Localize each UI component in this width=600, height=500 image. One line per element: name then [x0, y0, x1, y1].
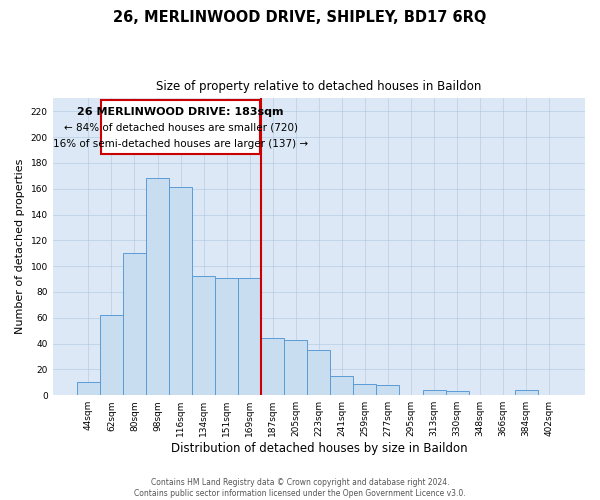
Bar — [422, 390, 446, 395]
Bar — [376, 385, 400, 395]
FancyBboxPatch shape — [101, 100, 260, 154]
Bar — [215, 278, 238, 395]
Bar — [100, 315, 123, 395]
Bar — [238, 278, 261, 395]
Bar — [353, 384, 376, 395]
X-axis label: Distribution of detached houses by size in Baildon: Distribution of detached houses by size … — [170, 442, 467, 455]
Text: ← 84% of detached houses are smaller (720): ← 84% of detached houses are smaller (72… — [64, 123, 298, 133]
Bar — [261, 338, 284, 395]
Text: 26 MERLINWOOD DRIVE: 183sqm: 26 MERLINWOOD DRIVE: 183sqm — [77, 106, 284, 117]
Bar — [192, 276, 215, 395]
Bar — [284, 340, 307, 395]
Bar — [331, 376, 353, 395]
Title: Size of property relative to detached houses in Baildon: Size of property relative to detached ho… — [156, 80, 482, 93]
Bar — [123, 253, 146, 395]
Bar — [307, 350, 331, 395]
Text: 16% of semi-detached houses are larger (137) →: 16% of semi-detached houses are larger (… — [53, 139, 308, 149]
Text: Contains HM Land Registry data © Crown copyright and database right 2024.
Contai: Contains HM Land Registry data © Crown c… — [134, 478, 466, 498]
Bar — [515, 390, 538, 395]
Bar — [169, 188, 192, 395]
Bar — [446, 392, 469, 395]
Text: 26, MERLINWOOD DRIVE, SHIPLEY, BD17 6RQ: 26, MERLINWOOD DRIVE, SHIPLEY, BD17 6RQ — [113, 10, 487, 25]
Bar — [77, 382, 100, 395]
Bar — [146, 178, 169, 395]
Y-axis label: Number of detached properties: Number of detached properties — [15, 159, 25, 334]
